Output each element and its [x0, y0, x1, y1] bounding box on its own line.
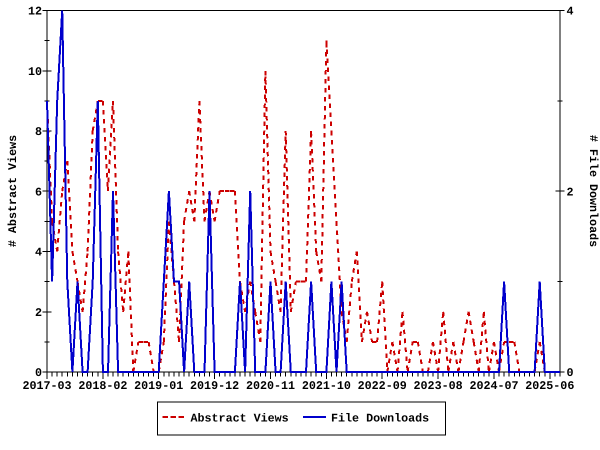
svg-text:2019-12: 2019-12 — [190, 379, 239, 393]
svg-text:12: 12 — [28, 5, 42, 19]
svg-text:6: 6 — [35, 185, 42, 199]
svg-text:2017-03: 2017-03 — [22, 379, 71, 393]
svg-text:2025-06: 2025-06 — [525, 379, 574, 393]
svg-text:2021-10: 2021-10 — [302, 379, 351, 393]
svg-text:# File Downloads: # File Downloads — [586, 135, 600, 247]
svg-text:0: 0 — [567, 366, 574, 380]
svg-text:2019-01: 2019-01 — [134, 379, 183, 393]
svg-text:4: 4 — [35, 246, 42, 260]
svg-text:# Abstract Views: # Abstract Views — [6, 135, 20, 247]
svg-text:0: 0 — [35, 366, 42, 380]
svg-text:2022-09: 2022-09 — [358, 379, 407, 393]
svg-text:10: 10 — [28, 65, 42, 79]
svg-text:2023-08: 2023-08 — [414, 379, 463, 393]
svg-text:2: 2 — [567, 185, 574, 199]
svg-text:4: 4 — [567, 5, 574, 19]
svg-text:2020-11: 2020-11 — [246, 379, 295, 393]
svg-text:2: 2 — [35, 306, 42, 320]
svg-text:File Downloads: File Downloads — [331, 412, 429, 426]
svg-text:8: 8 — [35, 125, 42, 139]
svg-text:Abstract Views: Abstract Views — [191, 412, 289, 426]
svg-text:2018-02: 2018-02 — [78, 379, 127, 393]
svg-text:2024-07: 2024-07 — [469, 379, 518, 393]
